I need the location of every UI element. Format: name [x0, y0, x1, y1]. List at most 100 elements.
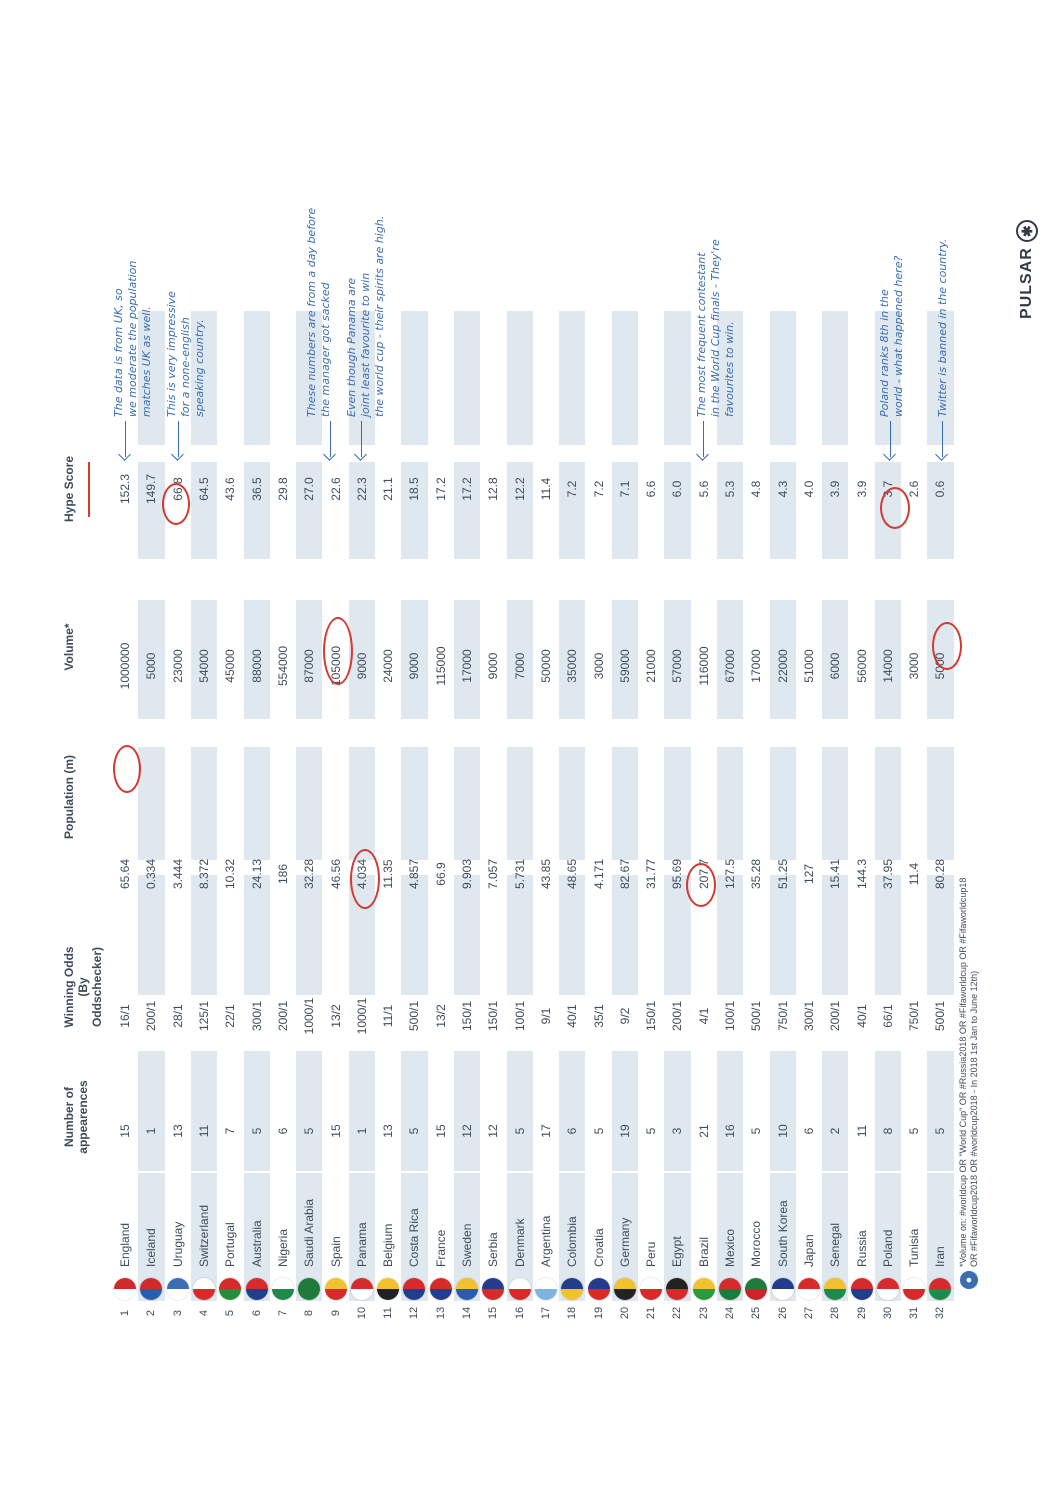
appearances-cell: 15 — [433, 1124, 448, 1138]
country-cell: Tunisia — [907, 1228, 922, 1267]
volume-cell: 554000 — [275, 645, 290, 687]
country-cell: Belgium — [381, 1223, 396, 1267]
flag-cell — [743, 1277, 769, 1301]
flag-cell — [296, 1277, 322, 1301]
volume-cell: 23000 — [170, 649, 185, 683]
appearances-cell: 17 — [538, 1124, 553, 1138]
footnote-line-1: *Volume on: #worldcup OR "World Cup" OR … — [958, 877, 968, 1267]
appearances-cell: 11 — [854, 1124, 869, 1138]
flag-cell — [927, 1277, 953, 1301]
population-cell: 24.13 — [249, 858, 264, 890]
flag-icon — [298, 1278, 321, 1300]
flag-icon — [903, 1278, 926, 1300]
volume-cell: 87000 — [302, 649, 317, 683]
flag-icon — [719, 1278, 742, 1300]
odds-cell: 4/1 — [696, 1007, 711, 1025]
hype-cell: 18.5 — [407, 477, 422, 501]
hype-cell: 5.6 — [696, 480, 711, 498]
row-band — [243, 311, 270, 445]
population-cell: 0.334 — [144, 858, 159, 890]
flag-icon — [482, 1278, 505, 1300]
country-cell: England — [118, 1222, 133, 1267]
country-cell: Argentina — [538, 1215, 553, 1267]
flag-cell — [375, 1277, 401, 1301]
volume-cell: 54000 — [197, 649, 212, 683]
rank-cell: 27 — [802, 1306, 815, 1320]
rank-cell: 10 — [355, 1306, 368, 1320]
country-cell: Uruguay — [170, 1221, 185, 1267]
appearances-cell: 12 — [486, 1124, 501, 1138]
row-band — [664, 311, 691, 445]
hype-cell: 64.5 — [197, 477, 212, 501]
table-row: 18 Colombia 6 40/1 48.65 35000 7.2 — [559, 61, 586, 1319]
flag-cell — [401, 1277, 427, 1301]
flag-icon — [219, 1278, 242, 1300]
volume-cell: 21000 — [644, 649, 659, 683]
rank-cell: 16 — [513, 1306, 526, 1320]
flag-icon — [193, 1278, 216, 1300]
flag-cell — [191, 1277, 217, 1301]
appearances-cell: 16 — [723, 1124, 738, 1138]
flag-cell — [322, 1277, 348, 1301]
country-cell: Morocco — [749, 1220, 764, 1267]
odds-cell: 200/1 — [275, 1000, 290, 1032]
note-line: The data is from UK, so — [112, 288, 125, 417]
population-cell: 32.28 — [302, 858, 317, 890]
hype-cell: 36.5 — [249, 477, 264, 501]
footnote-line-2: OR #Fifaworldcup2018 OR #worldcup2018 - … — [969, 970, 979, 1267]
country-cell: Brazil — [696, 1236, 711, 1267]
volume-cell: 17000 — [460, 649, 475, 683]
flag-icon — [114, 1278, 137, 1300]
logo-text: PULSAR — [1018, 247, 1036, 319]
note-line: joint least favourite to win — [359, 272, 372, 417]
volume-cell: 9000 — [486, 652, 501, 680]
odds-cell: 100/1 — [723, 1000, 738, 1032]
odds-cell: 13/2 — [433, 1004, 448, 1028]
rank-cell: 13 — [434, 1306, 447, 1320]
flag-icon — [824, 1278, 847, 1300]
population-cell: 127.5 — [723, 858, 738, 890]
flag-icon — [692, 1278, 715, 1300]
table-row: 15 Serbia 12 150/1 7.057 9000 12.8 — [480, 61, 506, 1319]
table-row: 7 Nigeria 6 200/1 186 554000 29.8 — [270, 61, 296, 1316]
appearances-cell: 6 — [565, 1127, 580, 1135]
note-arrow-england — [125, 421, 126, 457]
hype-cell: 7.2 — [565, 480, 580, 498]
hype-cell: 149.7 — [144, 473, 159, 505]
flag-cell — [901, 1277, 927, 1301]
odds-cell: 300/1 — [249, 1000, 264, 1032]
appearances-cell: 5 — [933, 1127, 948, 1135]
table-row: 13 France 15 13/2 66.9 115000 17.2 — [428, 61, 454, 1319]
note-line: Even though Panama are — [345, 277, 358, 417]
hype-cell: 3.9 — [828, 480, 843, 498]
hype-cell: 4.0 — [801, 480, 816, 498]
highlight-iran-volume — [932, 622, 962, 670]
hype-cell: 27.0 — [302, 477, 317, 501]
volume-cell: 67000 — [723, 649, 738, 683]
volume-cell: 3000 — [591, 652, 606, 680]
population-cell: 65.64 — [118, 858, 133, 890]
population-cell: 144.3 — [854, 858, 869, 890]
hype-cell: 6.6 — [644, 480, 659, 498]
table-row: 4 Switzerland 11 125/1 8.372 54000 64.5 — [190, 61, 218, 1316]
rank-cell: 24 — [724, 1306, 737, 1320]
odds-cell: 150/1 — [460, 1000, 475, 1032]
flag-cell — [480, 1277, 506, 1301]
appearances-cell: 13 — [381, 1124, 396, 1138]
volume-cell: 51000 — [801, 649, 816, 683]
flag-cell — [691, 1277, 717, 1301]
population-cell: 7.057 — [486, 858, 501, 890]
table-row: 30 Poland 8 66/1 37.95 14000 3.7 — [874, 61, 901, 1319]
table-row: 31 Tunisia 5 750/1 11.4 3000 2.6 — [901, 61, 927, 1319]
appearances-cell: 6 — [275, 1127, 290, 1135]
rank-cell: 4 — [198, 1309, 211, 1317]
flag-icon — [850, 1278, 873, 1300]
population-cell: 51.25 — [775, 858, 790, 890]
hype-cell: 17.2 — [460, 477, 475, 501]
odds-cell: 35/1 — [591, 1004, 606, 1028]
odds-cell: 125/1 — [197, 1000, 212, 1032]
country-cell: Russia — [854, 1230, 869, 1267]
highlight-panama-odds — [350, 849, 380, 909]
table-row: 22 Egypt 3 200/1 95.69 57000 6.0 — [664, 61, 691, 1319]
hype-cell: 12.2 — [512, 477, 527, 501]
